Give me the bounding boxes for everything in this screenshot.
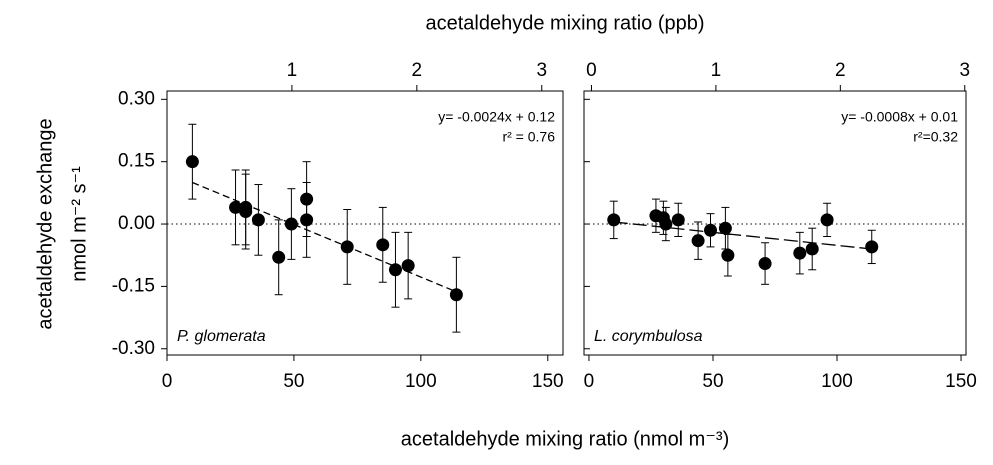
x-tick-label: 150: [945, 371, 977, 392]
point: [820, 213, 834, 227]
y-label: nmol m⁻² s⁻¹: [68, 166, 90, 282]
x2-tick-label: 3: [536, 60, 547, 81]
y-label: acetaldehyde exchange: [34, 118, 56, 329]
annotation: r²=0.32: [913, 129, 958, 145]
point: [340, 240, 354, 254]
point: [300, 213, 314, 227]
y-tick-label: 0.30: [118, 88, 155, 109]
x2-tick-label: 1: [287, 60, 298, 81]
x-tick-label: 0: [162, 371, 173, 392]
x-tick-label: 150: [532, 371, 564, 392]
point: [185, 155, 199, 169]
point: [691, 234, 705, 248]
x2-tick-label: 1: [711, 60, 722, 81]
x2-tick-label: 0: [586, 60, 597, 81]
x-top-label: acetaldehyde mixing ratio (ppb): [425, 12, 704, 34]
point: [449, 288, 463, 302]
point: [718, 221, 732, 235]
point: [865, 240, 879, 254]
point: [704, 223, 718, 237]
plot-frame: [583, 90, 967, 356]
point: [758, 257, 772, 271]
panel-label: P. glomerata: [177, 328, 266, 345]
y-tick-label: -0.30: [112, 338, 155, 359]
panel-label: L. corymbulosa: [594, 328, 703, 345]
point: [300, 192, 314, 206]
point: [659, 217, 673, 231]
point: [607, 213, 621, 227]
x-tick-label: 100: [405, 371, 437, 392]
x2-tick-label: 3: [959, 60, 970, 81]
point: [376, 238, 390, 252]
point: [721, 248, 735, 262]
plot-frame: [166, 90, 564, 356]
annotation: y= -0.0008x + 0.01: [841, 109, 958, 125]
point: [388, 263, 402, 277]
x2-tick-label: 2: [835, 60, 846, 81]
x-tick-label: 0: [584, 371, 595, 392]
point: [251, 213, 265, 227]
x-tick-label: 50: [702, 371, 723, 392]
point: [793, 246, 807, 260]
x-bottom-label: acetaldehyde mixing ratio (nmol m⁻³): [401, 428, 729, 450]
annotation: r² = 0.76: [502, 129, 555, 145]
point: [272, 250, 286, 264]
x-tick-label: 100: [821, 371, 853, 392]
fit-line: [613, 221, 872, 250]
point: [671, 213, 685, 227]
point: [805, 242, 819, 256]
y-tick-label: 0.00: [118, 213, 155, 234]
point: [229, 200, 243, 214]
x2-tick-label: 2: [412, 60, 423, 81]
annotation: y= -0.0024x + 0.12: [438, 109, 555, 125]
fit-line: [192, 181, 457, 293]
point: [284, 217, 298, 231]
point: [239, 205, 253, 219]
y-tick-label: 0.15: [118, 151, 155, 172]
point: [401, 259, 415, 273]
y-tick-label: -0.15: [112, 275, 155, 296]
x-tick-label: 50: [283, 371, 304, 392]
